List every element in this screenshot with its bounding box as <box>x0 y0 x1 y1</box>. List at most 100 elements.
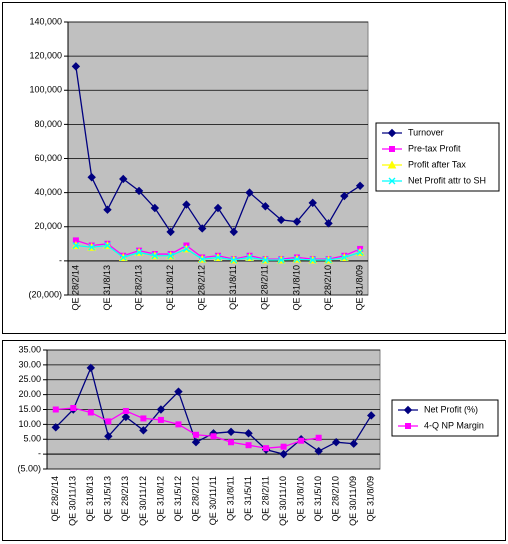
y-tick-label: 25.00 <box>18 374 41 384</box>
marker <box>244 429 253 438</box>
marker <box>103 205 112 214</box>
x-tick-label: QE 31/5/13 <box>103 476 113 522</box>
marker <box>121 412 131 422</box>
marker <box>356 248 364 256</box>
marker <box>104 432 113 441</box>
marker <box>325 256 332 264</box>
marker <box>156 405 166 414</box>
marker <box>52 406 59 413</box>
x-tick-label: QE 31/5/12 <box>173 476 183 522</box>
y-tick-label: - <box>59 255 62 265</box>
x-tick-label: QE 31/8/13 <box>85 476 95 522</box>
x-tick-label: QE 31/8/12 <box>165 265 175 311</box>
marker <box>276 215 286 225</box>
x-tick-label: QE 28/2/13 <box>133 265 143 311</box>
marker <box>150 203 160 213</box>
y-tick-label: 80,000 <box>34 119 62 129</box>
marker <box>277 256 285 264</box>
x-tick-label: QE 31/8/11 <box>228 265 238 310</box>
marker <box>340 191 349 201</box>
marker <box>245 442 252 449</box>
legend-marker <box>387 128 397 138</box>
marker <box>119 254 127 261</box>
x-tick-label: QE 28/2/12 <box>190 476 200 522</box>
y-tick-label: 10.00 <box>18 419 41 429</box>
marker <box>280 443 287 450</box>
x-tick-label: QE 31/8/09 <box>366 476 376 522</box>
marker <box>324 219 333 228</box>
legend-label: Turnover <box>408 127 444 137</box>
x-tick-label: QE 31/8/09 <box>354 265 364 311</box>
marker <box>87 173 96 182</box>
y-tick-label: 100,000 <box>29 85 62 95</box>
marker <box>245 188 254 197</box>
legend-label: Pre-tax Profit <box>408 143 461 153</box>
y-tick-label: 120,000 <box>29 51 62 61</box>
marker <box>263 445 270 452</box>
marker <box>331 438 341 447</box>
legend-marker <box>387 160 397 169</box>
marker <box>175 421 182 428</box>
x-tick-label: QE 28/2/14 <box>70 265 80 311</box>
x-tick-label: QE 28/2/11 <box>260 265 270 310</box>
marker <box>174 387 183 396</box>
y-tick-label: 35.00 <box>18 344 41 354</box>
marker <box>198 224 207 233</box>
x-tick-label: QE 31/8/12 <box>155 476 165 522</box>
legend-label: Profit after Tax <box>408 159 466 169</box>
x-tick-label: QE 30/11/13 <box>68 476 78 526</box>
x-tick-label: QE 28/2/13 <box>120 476 130 522</box>
marker <box>88 243 96 251</box>
marker <box>151 252 159 260</box>
y-tick-label: 15.00 <box>18 404 41 414</box>
marker <box>246 254 254 261</box>
marker <box>182 245 190 253</box>
marker <box>119 174 128 184</box>
marker <box>308 198 317 208</box>
y-tick-label: (20,000) <box>28 289 62 299</box>
marker <box>292 217 302 226</box>
marker <box>135 248 143 256</box>
marker <box>355 181 365 191</box>
legend-label: Net Profit attr to SH <box>408 175 486 185</box>
x-tick-label: QE 31/8/13 <box>102 265 112 311</box>
marker <box>315 434 322 441</box>
x-tick-label: QE 30/11/12 <box>138 476 148 526</box>
x-tick-label: QE 31/8/11 <box>225 476 235 521</box>
marker <box>340 254 348 261</box>
x-tick-label: QE 28/2/14 <box>50 476 60 522</box>
marker <box>134 186 144 196</box>
legend-box <box>391 399 499 437</box>
marker <box>71 62 81 71</box>
marker <box>87 409 94 416</box>
y-tick-label: 30.00 <box>18 359 41 369</box>
marker <box>210 433 217 440</box>
marker <box>104 242 111 249</box>
y-tick-label: (5.00) <box>17 463 41 473</box>
y-tick-label: 140,000 <box>29 16 62 26</box>
y-tick-label: 20.00 <box>18 389 41 399</box>
marker <box>279 449 288 459</box>
x-tick-label: QE 28/2/12 <box>197 265 207 311</box>
marker <box>122 407 129 414</box>
x-tick-label: QE 28/2/10 <box>331 476 341 522</box>
marker <box>166 227 175 237</box>
x-tick-label: QE 31/5/11 <box>243 476 253 521</box>
x-tick-label: QE 28/2/10 <box>323 265 333 311</box>
x-tick-label: QE 31/8/10 <box>291 265 301 311</box>
x-tick-label: QE 31/5/10 <box>313 476 323 522</box>
x-tick-label: QE 28/2/11 <box>260 476 270 521</box>
marker <box>230 256 238 264</box>
legend-marker <box>403 405 413 415</box>
marker <box>198 255 206 263</box>
series-line <box>55 407 319 449</box>
marker <box>105 418 112 425</box>
marker <box>72 242 80 249</box>
y-tick-label: 60,000 <box>34 153 62 163</box>
x-tick-label: QE 30/11/10 <box>278 476 288 526</box>
marker <box>214 254 222 261</box>
y-tick-label: 20,000 <box>34 221 62 231</box>
legend-marker <box>389 146 395 152</box>
y-tick-label: - <box>38 449 41 459</box>
